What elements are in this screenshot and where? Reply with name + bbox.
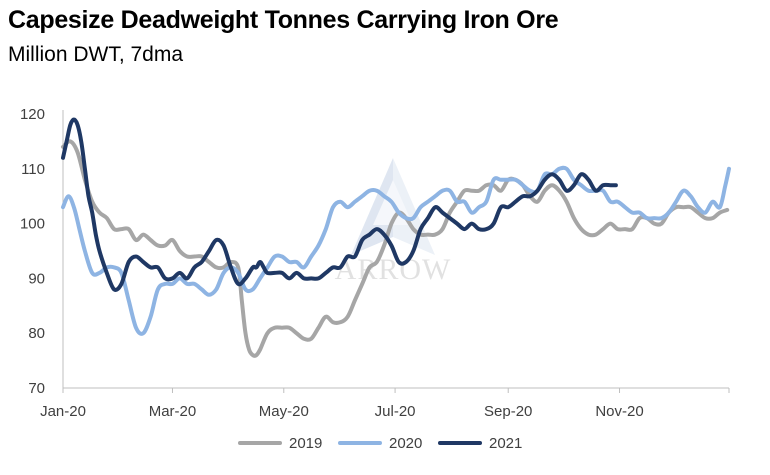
y-tick-label: 70 bbox=[28, 380, 45, 397]
series-layer bbox=[61, 117, 731, 358]
legend-label-2019: 2019 bbox=[289, 435, 322, 452]
y-tick-label: 90 bbox=[28, 270, 45, 287]
legend-label-2020: 2020 bbox=[389, 435, 422, 452]
legend-label-2021: 2021 bbox=[489, 435, 522, 452]
series-line-2021 bbox=[61, 117, 618, 292]
series-line-2020 bbox=[61, 165, 731, 336]
y-tick-label: 100 bbox=[20, 216, 45, 233]
y-tick-label: 120 bbox=[20, 106, 45, 123]
y-tick-label: 110 bbox=[21, 161, 45, 178]
x-tick-label: May-20 bbox=[259, 403, 309, 420]
x-tick-label: Jan-20 bbox=[40, 403, 86, 420]
chart-title: Capesize Deadweight Tonnes Carrying Iron… bbox=[8, 6, 559, 34]
chart-subtitle: Million DWT, 7dma bbox=[8, 43, 184, 66]
legend: 2019 2020 2021 bbox=[238, 435, 522, 452]
x-tick-label: Sep-20 bbox=[484, 403, 532, 420]
x-tick-label: Mar-20 bbox=[149, 403, 197, 420]
x-tick-label: Nov-20 bbox=[595, 403, 643, 420]
watermark-mountain-right bbox=[393, 158, 435, 255]
series-line-2019 bbox=[61, 139, 730, 358]
y-tick-label: 80 bbox=[28, 325, 45, 342]
x-tick-label: Jul-20 bbox=[375, 403, 416, 420]
